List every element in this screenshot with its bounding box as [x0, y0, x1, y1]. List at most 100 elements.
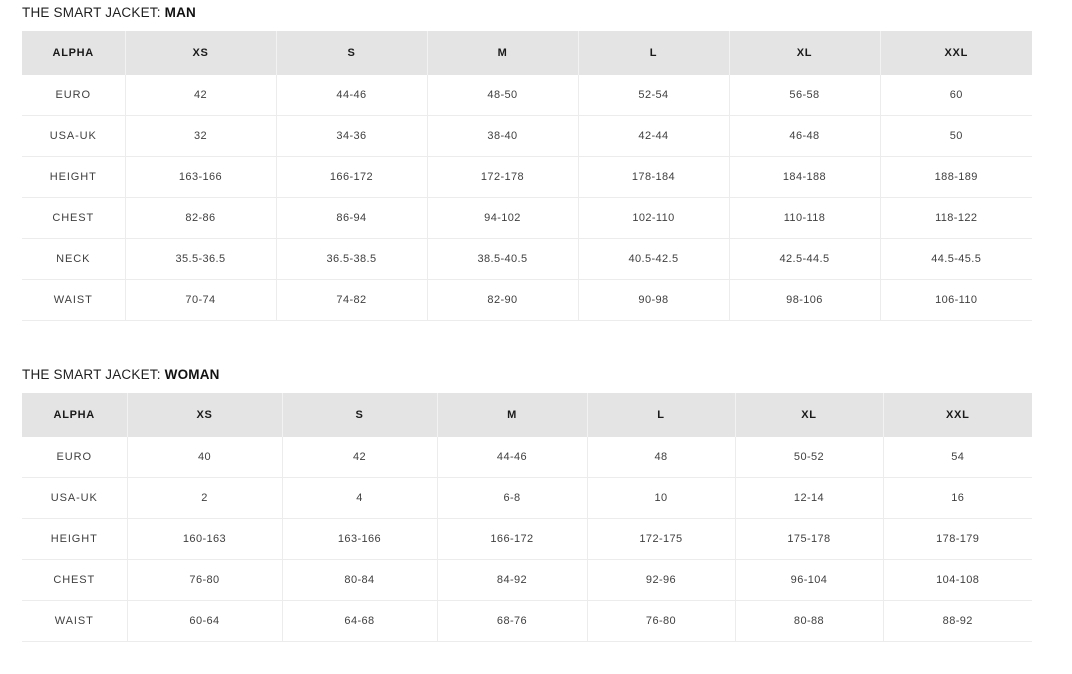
- cell-usa-uk-xs: 32: [125, 115, 277, 157]
- cell-euro-l: 52-54: [578, 74, 730, 116]
- row-label-usa-uk: USA-UK: [22, 477, 128, 519]
- cell-chest-xxl: 118-122: [880, 197, 1032, 239]
- table-row: WAIST 60-64 64-68 68-76 76-80 80-88 88-9…: [22, 600, 1032, 642]
- table-row: HEIGHT 163-166 166-172 172-178 178-184 1…: [22, 156, 1032, 198]
- cell-height-s: 166-172: [276, 156, 428, 198]
- cell-waist-l: 76-80: [587, 600, 736, 642]
- cell-height-m: 166-172: [437, 518, 588, 560]
- cell-waist-s: 64-68: [282, 600, 438, 642]
- row-label-euro: EURO: [22, 436, 128, 478]
- cell-euro-s: 44-46: [276, 74, 428, 116]
- row-label-usa-uk: USA-UK: [22, 115, 126, 157]
- table-row: WAIST 70-74 74-82 82-90 90-98 98-106 106…: [22, 279, 1032, 321]
- cell-euro-xxl: 60: [880, 74, 1032, 116]
- size-chart-section-woman: THE SMART JACKET: WOMAN ALPHA XS S M L X…: [0, 368, 1072, 642]
- cell-usa-uk-s: 34-36: [276, 115, 428, 157]
- cell-chest-m: 84-92: [437, 559, 588, 601]
- cell-chest-xs: 76-80: [127, 559, 283, 601]
- cell-height-xs: 163-166: [125, 156, 277, 198]
- column-header-s: S: [276, 30, 428, 75]
- cell-waist-m: 68-76: [437, 600, 588, 642]
- table-row: EURO 40 42 44-46 48 50-52 54: [22, 436, 1032, 478]
- cell-euro-m: 48-50: [427, 74, 579, 116]
- row-label-neck: NECK: [22, 238, 126, 280]
- cell-usa-uk-xxl: 16: [883, 477, 1032, 519]
- size-chart-section-man: THE SMART JACKET: MAN ALPHA XS S M L XL …: [0, 6, 1072, 321]
- column-header-xl: XL: [735, 392, 884, 437]
- cell-neck-xxl: 44.5-45.5: [880, 238, 1032, 280]
- cell-chest-l: 102-110: [578, 197, 730, 239]
- cell-height-l: 178-184: [578, 156, 730, 198]
- table-row: USA-UK 2 4 6-8 10 12-14 16: [22, 477, 1032, 519]
- row-label-height: HEIGHT: [22, 156, 126, 198]
- title-strong-man: MAN: [164, 5, 196, 20]
- cell-usa-uk-s: 4: [282, 477, 438, 519]
- cell-euro-s: 42: [282, 436, 438, 478]
- table-row: CHEST 76-80 80-84 84-92 92-96 96-104 104…: [22, 559, 1032, 601]
- column-header-xs: XS: [127, 392, 283, 437]
- table-header-row: ALPHA XS S M L XL XXL: [22, 392, 1032, 437]
- cell-waist-xxl: 106-110: [880, 279, 1032, 321]
- cell-height-l: 172-175: [587, 518, 736, 560]
- cell-height-s: 163-166: [282, 518, 438, 560]
- column-header-xl: XL: [729, 30, 881, 75]
- cell-neck-s: 36.5-38.5: [276, 238, 428, 280]
- cell-waist-xl: 98-106: [729, 279, 881, 321]
- row-label-waist: WAIST: [22, 279, 126, 321]
- page-title-man: THE SMART JACKET: MAN: [0, 6, 1072, 20]
- cell-height-xs: 160-163: [127, 518, 283, 560]
- column-header-l: L: [578, 30, 730, 75]
- cell-neck-xl: 42.5-44.5: [729, 238, 881, 280]
- column-header-s: S: [282, 392, 438, 437]
- column-header-l: L: [587, 392, 736, 437]
- cell-waist-xxl: 88-92: [883, 600, 1032, 642]
- cell-euro-xs: 42: [125, 74, 277, 116]
- cell-usa-uk-m: 6-8: [437, 477, 588, 519]
- cell-usa-uk-m: 38-40: [427, 115, 579, 157]
- title-prefix-man: THE SMART JACKET:: [22, 5, 165, 20]
- table-row: NECK 35.5-36.5 36.5-38.5 38.5-40.5 40.5-…: [22, 238, 1032, 280]
- cell-euro-xl: 50-52: [735, 436, 884, 478]
- cell-chest-l: 92-96: [587, 559, 736, 601]
- cell-usa-uk-l: 10: [587, 477, 736, 519]
- column-header-m: M: [437, 392, 588, 437]
- table-header-row: ALPHA XS S M L XL XXL: [22, 30, 1032, 75]
- cell-height-xl: 175-178: [735, 518, 884, 560]
- cell-euro-l: 48: [587, 436, 736, 478]
- row-label-height: HEIGHT: [22, 518, 128, 560]
- row-label-waist: WAIST: [22, 600, 128, 642]
- column-header-alpha: ALPHA: [22, 392, 128, 437]
- cell-euro-m: 44-46: [437, 436, 588, 478]
- cell-height-xl: 184-188: [729, 156, 881, 198]
- cell-euro-xs: 40: [127, 436, 283, 478]
- row-label-euro: EURO: [22, 74, 126, 116]
- cell-neck-m: 38.5-40.5: [427, 238, 579, 280]
- cell-euro-xxl: 54: [883, 436, 1032, 478]
- cell-waist-m: 82-90: [427, 279, 579, 321]
- cell-height-xxl: 188-189: [880, 156, 1032, 198]
- size-table-woman: ALPHA XS S M L XL XXL EURO 40 42 44-46 4…: [22, 392, 1032, 642]
- table-row: USA-UK 32 34-36 38-40 42-44 46-48 50: [22, 115, 1032, 157]
- size-table-man: ALPHA XS S M L XL XXL EURO 42 44-46 48-5…: [22, 30, 1032, 321]
- title-strong-woman: WOMAN: [164, 367, 220, 382]
- column-header-m: M: [427, 30, 579, 75]
- cell-chest-xs: 82-86: [125, 197, 277, 239]
- cell-chest-s: 86-94: [276, 197, 428, 239]
- cell-neck-xs: 35.5-36.5: [125, 238, 277, 280]
- cell-waist-xs: 60-64: [127, 600, 283, 642]
- cell-usa-uk-xl: 46-48: [729, 115, 881, 157]
- row-label-chest: CHEST: [22, 197, 126, 239]
- cell-chest-xl: 96-104: [735, 559, 884, 601]
- column-header-xxl: XXL: [880, 30, 1032, 75]
- cell-waist-l: 90-98: [578, 279, 730, 321]
- cell-waist-s: 74-82: [276, 279, 428, 321]
- cell-chest-s: 80-84: [282, 559, 438, 601]
- table-row: HEIGHT 160-163 163-166 166-172 172-175 1…: [22, 518, 1032, 560]
- cell-usa-uk-xl: 12-14: [735, 477, 884, 519]
- cell-chest-xxl: 104-108: [883, 559, 1032, 601]
- cell-waist-xl: 80-88: [735, 600, 884, 642]
- column-header-alpha: ALPHA: [22, 30, 126, 75]
- column-header-xxl: XXL: [883, 392, 1032, 437]
- cell-usa-uk-xxl: 50: [880, 115, 1032, 157]
